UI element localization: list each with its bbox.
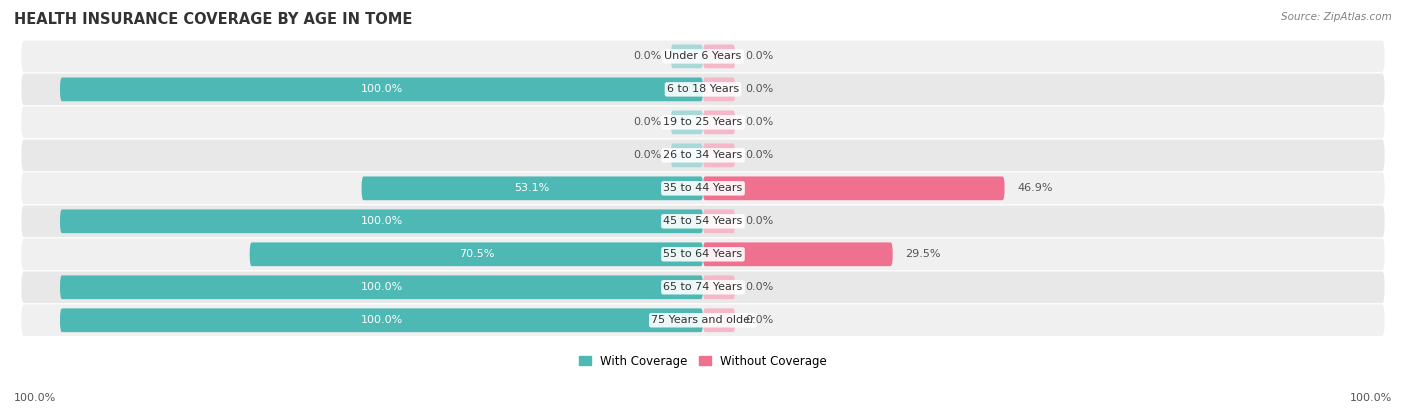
FancyBboxPatch shape <box>703 176 1004 200</box>
FancyBboxPatch shape <box>703 242 893 266</box>
Text: 70.5%: 70.5% <box>458 249 494 259</box>
Text: 100.0%: 100.0% <box>1350 393 1392 403</box>
Text: 0.0%: 0.0% <box>633 51 661 61</box>
Text: 29.5%: 29.5% <box>905 249 941 259</box>
FancyBboxPatch shape <box>60 308 703 332</box>
Text: 26 to 34 Years: 26 to 34 Years <box>664 150 742 160</box>
Text: 0.0%: 0.0% <box>633 150 661 160</box>
Text: Source: ZipAtlas.com: Source: ZipAtlas.com <box>1281 12 1392 22</box>
Text: 75 Years and older: 75 Years and older <box>651 315 755 325</box>
Text: 35 to 44 Years: 35 to 44 Years <box>664 183 742 193</box>
FancyBboxPatch shape <box>671 144 703 167</box>
Text: 0.0%: 0.0% <box>745 282 773 292</box>
Text: 100.0%: 100.0% <box>360 84 402 94</box>
FancyBboxPatch shape <box>21 107 1385 138</box>
FancyBboxPatch shape <box>21 139 1385 171</box>
FancyBboxPatch shape <box>671 44 703 68</box>
Text: 100.0%: 100.0% <box>360 315 402 325</box>
Text: 53.1%: 53.1% <box>515 183 550 193</box>
FancyBboxPatch shape <box>60 210 703 233</box>
Legend: With Coverage, Without Coverage: With Coverage, Without Coverage <box>574 350 832 372</box>
Text: 0.0%: 0.0% <box>745 315 773 325</box>
FancyBboxPatch shape <box>21 271 1385 303</box>
FancyBboxPatch shape <box>671 110 703 134</box>
Text: 100.0%: 100.0% <box>360 282 402 292</box>
Text: 0.0%: 0.0% <box>745 84 773 94</box>
FancyBboxPatch shape <box>361 176 703 200</box>
FancyBboxPatch shape <box>21 41 1385 72</box>
Text: Under 6 Years: Under 6 Years <box>665 51 741 61</box>
FancyBboxPatch shape <box>703 276 735 299</box>
Text: 0.0%: 0.0% <box>745 117 773 127</box>
Text: 6 to 18 Years: 6 to 18 Years <box>666 84 740 94</box>
Text: 100.0%: 100.0% <box>360 216 402 226</box>
Text: 0.0%: 0.0% <box>745 150 773 160</box>
Text: 45 to 54 Years: 45 to 54 Years <box>664 216 742 226</box>
FancyBboxPatch shape <box>250 242 703 266</box>
Text: 0.0%: 0.0% <box>633 117 661 127</box>
Text: 55 to 64 Years: 55 to 64 Years <box>664 249 742 259</box>
FancyBboxPatch shape <box>21 305 1385 336</box>
FancyBboxPatch shape <box>21 239 1385 270</box>
Text: 65 to 74 Years: 65 to 74 Years <box>664 282 742 292</box>
FancyBboxPatch shape <box>21 205 1385 237</box>
FancyBboxPatch shape <box>21 73 1385 105</box>
FancyBboxPatch shape <box>703 210 735 233</box>
FancyBboxPatch shape <box>703 44 735 68</box>
Text: 0.0%: 0.0% <box>745 51 773 61</box>
Text: 0.0%: 0.0% <box>745 216 773 226</box>
Text: 19 to 25 Years: 19 to 25 Years <box>664 117 742 127</box>
FancyBboxPatch shape <box>60 78 703 101</box>
Text: 100.0%: 100.0% <box>14 393 56 403</box>
FancyBboxPatch shape <box>60 276 703 299</box>
FancyBboxPatch shape <box>21 173 1385 204</box>
FancyBboxPatch shape <box>703 144 735 167</box>
Text: 46.9%: 46.9% <box>1018 183 1053 193</box>
Text: HEALTH INSURANCE COVERAGE BY AGE IN TOME: HEALTH INSURANCE COVERAGE BY AGE IN TOME <box>14 12 412 27</box>
FancyBboxPatch shape <box>703 78 735 101</box>
FancyBboxPatch shape <box>703 308 735 332</box>
FancyBboxPatch shape <box>703 110 735 134</box>
